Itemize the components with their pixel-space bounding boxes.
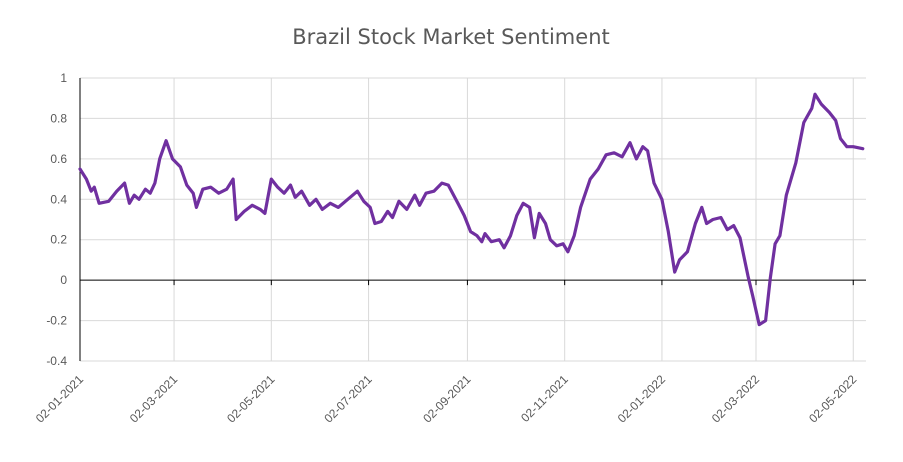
- x-tick-label: 02-11-2021: [518, 372, 571, 425]
- series-lines: [78, 92, 865, 327]
- x-tick-label: 02-07-2021: [321, 372, 375, 426]
- y-tick-label: 0.6: [50, 152, 67, 166]
- x-tick-label: 02-05-2022: [806, 372, 860, 426]
- y-tick-label: 0: [60, 273, 67, 287]
- y-axis-ticks: 1 0.8 0.6 0.4 0.2 0 -0.2 -0.4: [46, 71, 67, 368]
- gridlines: [80, 77, 866, 362]
- y-tick-label: -0.2: [46, 314, 67, 328]
- y-tick-label: 0.2: [50, 233, 67, 247]
- sentiment-series-line: [78, 92, 865, 327]
- x-tick-label: 02-01-2022: [615, 372, 669, 426]
- x-tick-label: 02-09-2021: [420, 372, 474, 426]
- axes: [79, 78, 866, 361]
- x-axis-ticks: 02-01-2021 02-03-2021 02-05-2021 02-07-2021…: [33, 372, 860, 426]
- x-tick-label: 02-05-2021: [224, 372, 278, 426]
- y-tick-label: 1: [60, 71, 67, 85]
- y-tick-label: -0.4: [46, 354, 67, 368]
- chart-title: Brazil Stock Market Sentiment: [292, 25, 609, 49]
- x-tick-label: 02-03-2021: [127, 372, 181, 426]
- y-tick-label: 0.4: [50, 192, 67, 206]
- y-tick-label: 0.8: [50, 111, 67, 125]
- x-tick-label: 02-03-2022: [709, 372, 763, 426]
- x-tick-label: 02-01-2021: [33, 372, 87, 426]
